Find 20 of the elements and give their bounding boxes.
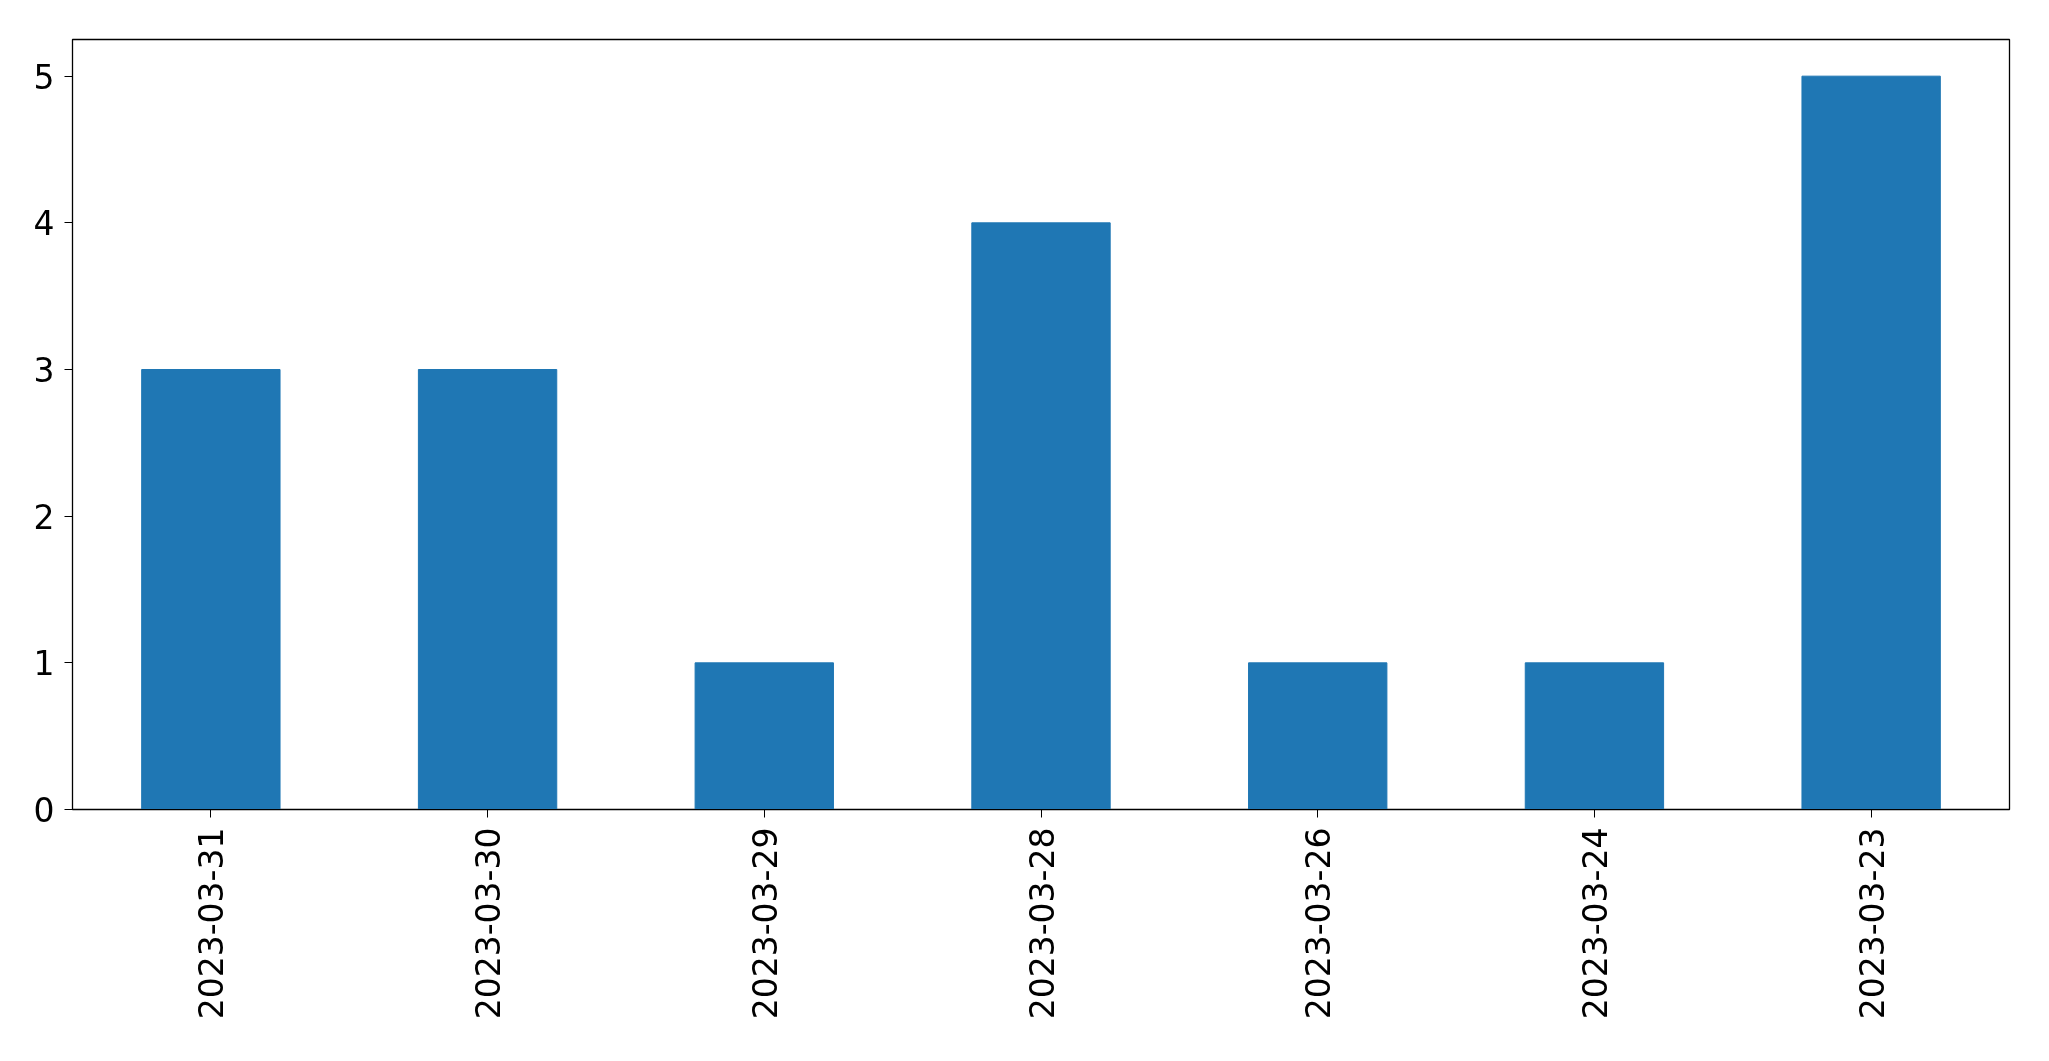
bar: [141, 369, 281, 810]
x-tick-label: 2023-03-30: [469, 827, 509, 1020]
x-tick-label: 2023-03-31: [192, 827, 232, 1020]
y-tick-label: 4: [33, 204, 55, 244]
bar: [694, 662, 834, 810]
y-tick-label: 0: [33, 791, 55, 830]
y-tick-label: 1: [33, 644, 55, 684]
bar: [1801, 75, 1941, 810]
y-tick-label: 5: [33, 57, 55, 97]
x-tick-label: 2023-03-26: [1299, 827, 1339, 1020]
bar: [1524, 662, 1665, 810]
x-tick-label: 2023-03-23: [1852, 827, 1892, 1020]
bar: [971, 222, 1111, 810]
y-tick-label: 3: [33, 351, 55, 390]
x-tick-label: 2023-03-24: [1575, 827, 1615, 1020]
x-tick-label: 2023-03-29: [745, 827, 785, 1020]
x-tick-label: 2023-03-28: [1022, 827, 1062, 1020]
y-tick-label: 2: [33, 497, 55, 537]
bar: [1248, 662, 1388, 810]
bar: [417, 369, 558, 810]
